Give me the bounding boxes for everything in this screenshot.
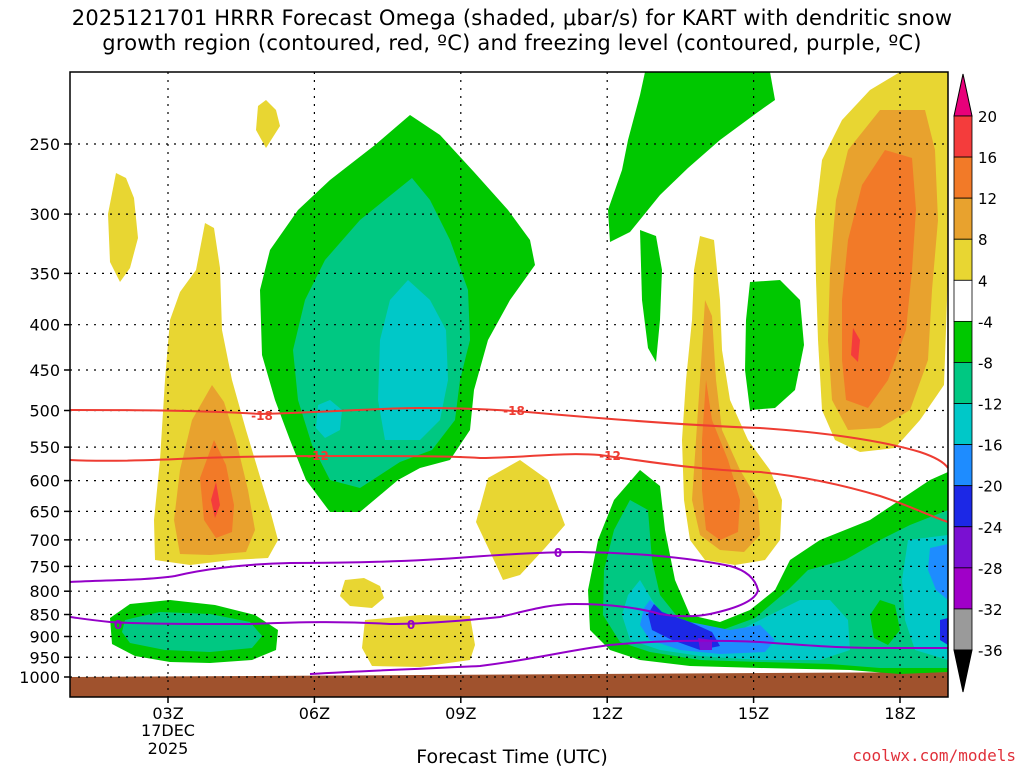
y-tick-label: 800 [29,582,60,601]
colorbar-extend-bottom [953,649,973,693]
y-axis: 250 300 350 400 450 500 550 600 650 700 750 800 850 9… [19,135,70,687]
freezing-label: 0 [114,618,122,632]
colorbar: 20 16 12 8 4 -4 -8 -12 -16 -20 -24 -28 -32 -36 [953,73,1003,693]
colorbar-label: -4 [978,313,993,331]
y-tick-label: 750 [29,557,60,576]
y-tick-label: 700 [29,531,60,550]
credit-text[interactable]: coolwx.com/models [852,746,1016,765]
colorbar-label: -16 [978,437,1003,455]
x-tick-label: 12Z [592,704,623,723]
y-tick-label: 300 [29,205,60,224]
x-tick-label: 09Z [445,704,476,723]
omega-warm-blob [340,578,384,608]
x-axis-label: Forecast Time (UTC) [416,746,608,768]
dgz-label: -18 [503,404,525,418]
colorbar-bin [953,320,973,363]
colorbar-bin [953,567,973,610]
x-axis: 03Z 06Z 09Z 12Z 15Z 18Z [152,697,916,723]
colorbar-label: -28 [978,560,1003,578]
freezing-contour-low [309,639,948,675]
omega-warm-column-16 [211,482,220,518]
x-date-label: 17DEC [141,721,195,740]
omega-cool-lower-20b [940,618,948,645]
y-tick-label: 250 [29,135,60,154]
grid-lines [70,72,948,697]
omega-cool-region [608,72,775,242]
colorbar-label: -20 [978,478,1003,496]
colorbar-bin [953,444,973,487]
colorbar-bin [953,362,973,404]
colorbar-bin [953,279,973,322]
freezing-contour-mid [69,550,760,626]
omega-warm-blob [256,100,280,148]
dgz-label: -18 [251,409,273,423]
omega-warm-column-12 [702,380,740,540]
omega-warm-blob [362,615,475,667]
y-tick-label: 550 [29,438,60,457]
y-tick-label: 450 [29,361,60,380]
freezing-label: 0 [554,546,562,560]
y-tick-label: 1000 [19,668,60,687]
colorbar-label: -36 [978,642,1003,660]
colorbar-bin [953,403,973,446]
dgz-contour-minus18 [69,406,949,469]
y-tick-label: 900 [29,627,60,646]
omega-cool-lower-16b [928,544,948,600]
colorbar-bin [953,115,973,158]
colorbar-bin [953,238,973,281]
colorbar-label: -24 [978,519,1003,537]
x-tick-label: 03Z [152,704,183,723]
dgz-label: -12 [599,449,621,463]
colorbar-label: 16 [978,149,997,167]
ground-fill [70,672,948,697]
chart-title-line2: growth region (contoured, red, ºC) and f… [102,31,922,55]
colorbar-label: 8 [978,231,988,249]
colorbar-bin [953,526,973,569]
colorbar-label: 20 [978,108,997,126]
colorbar-label: 4 [978,272,988,290]
y-tick-label: 350 [29,264,60,283]
colorbar-bin [953,608,973,651]
y-tick-label: 950 [29,648,60,667]
omega-warm-column-16 [851,328,860,362]
y-tick-label: 600 [29,472,60,491]
omega-warm-blob [476,460,565,580]
contour-lines [69,406,949,675]
x-year-label: 2025 [148,739,189,758]
dgz-contour-minus12 [69,453,949,523]
colorbar-label: -12 [978,396,1003,414]
colorbar-bin [953,156,973,199]
omega-warm-blob [108,173,138,282]
x-tick-label: 18Z [884,704,915,723]
omega-cool-blob-8 [122,612,262,652]
y-tick-label: 650 [29,502,60,521]
omega-cool-region [745,280,804,410]
x-tick-label: 06Z [299,704,330,723]
omega-warm-column-12 [842,150,916,408]
omega-cool-lower-24 [698,638,712,650]
omega-cool-region-12b [316,400,342,438]
colorbar-extend-top [953,73,973,117]
y-tick-label: 850 [29,606,60,625]
x-tick-label: 15Z [738,704,769,723]
dgz-label: -12 [307,449,329,463]
omega-cool-region [640,230,662,362]
colorbar-label: -32 [978,601,1003,619]
chart-title-line1: 2025121701 HRRR Forecast Omega (shaded, … [71,6,953,30]
colorbar-bin [953,197,973,240]
y-tick-label: 500 [29,402,60,421]
colorbar-bin [953,485,973,528]
freezing-label: 0 [407,618,415,632]
omega-cool-region-12 [378,280,448,440]
plot-frame [69,71,949,698]
colorbar-label: 12 [978,190,997,208]
omega-cool-blob-8b [870,600,900,645]
omega-shading [70,72,948,697]
y-tick-label: 400 [29,316,60,335]
colorbar-label: -8 [978,354,993,372]
